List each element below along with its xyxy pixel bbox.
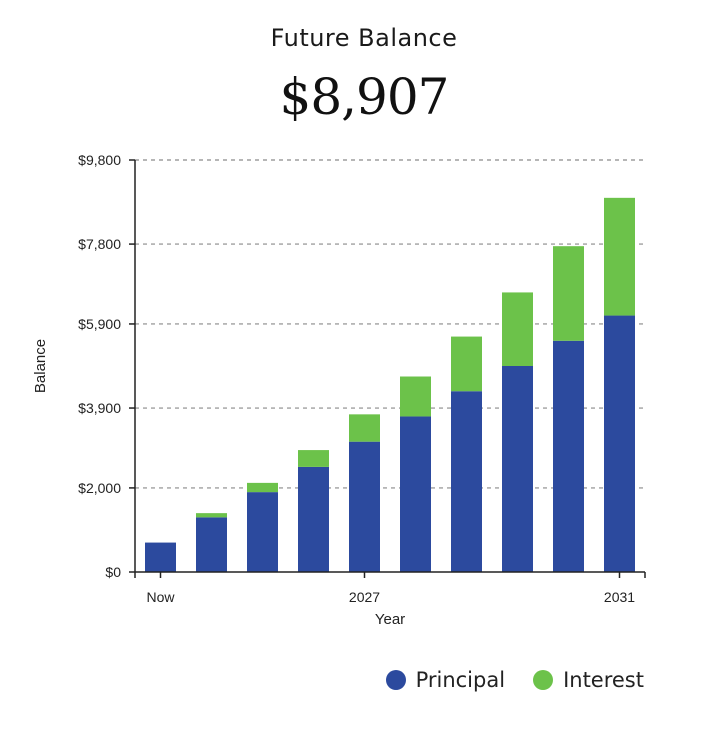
bar-interest [196,513,227,518]
bar-interest [604,197,635,316]
legend-label-interest: Interest [563,668,644,692]
bar-interest [451,336,482,392]
x-tick-label: 2031 [604,589,635,605]
axis-labels-group: $0 $2,000 $3,900 $5,900 $7,800 $9,800 Now 2027 2… [32,152,635,628]
legend-item-interest: Interest [533,668,644,692]
legend-label-principal: Principal [415,668,506,692]
y-axis-title: Balance [32,339,49,393]
bar-principal [247,492,278,572]
bar-principal [502,366,533,572]
bars-group [145,197,635,572]
bar-principal [451,391,482,572]
legend-swatch-interest [533,670,554,690]
bar-principal [298,466,329,572]
y-tick-label: $5,900 [78,316,121,332]
bar-interest [298,450,329,467]
bar-interest [400,376,431,417]
bar-principal [553,340,584,572]
x-axis-title: Year [375,611,405,628]
bar-interest [349,414,380,442]
y-tick-label: $2,000 [78,480,121,496]
bar-interest [553,246,584,341]
legend-swatch-principal [385,670,406,690]
x-tick-label: Now [146,589,175,605]
chart-title: Future Balance [270,24,458,52]
x-tick-label: 2027 [349,589,380,605]
bar-principal [604,315,635,572]
axes-group [129,159,646,578]
balance-chart: $0 $2,000 $3,900 $5,900 $7,800 $9,800 Now 2027 2… [32,152,646,628]
y-tick-label: $7,800 [78,236,121,252]
bar-principal [400,416,431,572]
bar-interest [502,292,533,366]
bar-principal [196,517,227,572]
bar-principal [349,441,380,572]
y-tick-label: $3,900 [78,400,121,416]
y-tick-label: $0 [105,564,121,580]
legend: Principal Interest [358,668,644,692]
future-balance-amount: $8,907 [279,68,450,126]
bar-principal [145,542,176,572]
legend-item-principal: Principal [385,668,506,692]
y-tick-label: $9,800 [78,152,121,168]
bar-interest [247,482,278,493]
